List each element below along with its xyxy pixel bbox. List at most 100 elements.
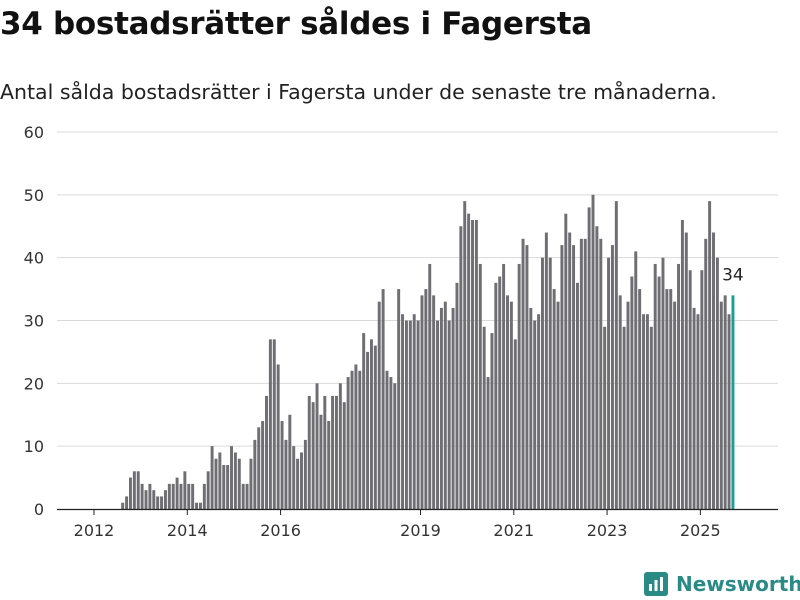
bar (572, 245, 576, 509)
bar (179, 483, 183, 509)
bar (645, 314, 649, 509)
bar (226, 465, 230, 509)
bar (575, 282, 579, 509)
newsworthy-logo-icon (644, 572, 668, 596)
bar (537, 314, 541, 509)
bar (447, 320, 451, 509)
bar (389, 377, 393, 509)
bar (420, 295, 424, 509)
bar (544, 232, 548, 509)
bar (401, 314, 405, 509)
bar (583, 238, 587, 509)
bar (513, 339, 517, 509)
bar (665, 289, 669, 509)
bar (362, 333, 366, 509)
bar (404, 320, 408, 509)
bar (696, 314, 700, 509)
bar (300, 452, 303, 509)
bar (358, 370, 362, 509)
y-tick-label: 30 (24, 312, 44, 331)
bar (128, 477, 132, 509)
bar (191, 483, 195, 509)
y-tick-label: 0 (34, 500, 44, 519)
data-labels: 34 (722, 265, 744, 285)
bar (350, 370, 354, 509)
bar (684, 232, 688, 509)
bar (241, 483, 245, 509)
bar (245, 483, 249, 509)
bar (393, 383, 397, 509)
bar (622, 326, 626, 509)
bar (610, 245, 614, 509)
bars (121, 194, 735, 509)
bar (249, 458, 253, 509)
bar (498, 276, 502, 509)
bar (311, 402, 315, 509)
bar (451, 307, 455, 509)
bar (486, 377, 490, 509)
bar (268, 339, 272, 509)
bar (494, 282, 498, 509)
bar (428, 263, 432, 509)
bar (517, 263, 521, 509)
bar (156, 496, 160, 509)
bar (292, 446, 296, 509)
brand-name: Newsworthy (676, 572, 800, 596)
bar (579, 238, 583, 509)
bar (443, 301, 447, 509)
bar (187, 483, 191, 509)
y-tick-label: 10 (24, 437, 44, 456)
bar (638, 289, 642, 509)
x-tick-label: 2023 (587, 521, 628, 540)
bar (125, 496, 129, 509)
bar (132, 471, 136, 509)
bar (408, 320, 412, 509)
bar (591, 194, 595, 509)
bar (377, 301, 381, 509)
bar (206, 471, 210, 509)
bar (257, 427, 261, 509)
bar (144, 490, 148, 509)
bar (723, 295, 727, 509)
bar (140, 483, 144, 509)
bar (315, 383, 319, 509)
bar (471, 219, 474, 509)
x-tick-label: 2021 (493, 521, 534, 540)
bar (253, 439, 257, 509)
bar (152, 490, 156, 509)
y-tick-label: 50 (24, 186, 44, 205)
bar (618, 295, 622, 509)
bar (319, 414, 323, 509)
bar (599, 238, 603, 509)
bar (719, 301, 723, 509)
bar (412, 314, 416, 509)
last-value-label: 34 (722, 265, 744, 285)
bar (183, 471, 187, 509)
bar (630, 276, 634, 509)
bar (369, 339, 373, 509)
bar (198, 502, 202, 509)
bar (284, 439, 288, 509)
bar (366, 351, 370, 509)
bar (424, 289, 428, 509)
bar (614, 201, 618, 509)
x-tick-label: 2016 (260, 521, 301, 540)
bar (136, 471, 140, 509)
bar (478, 263, 482, 509)
bar (708, 201, 712, 509)
bar (327, 421, 331, 509)
bar (163, 490, 167, 509)
bar (680, 219, 684, 509)
bar (331, 395, 335, 509)
bar (175, 477, 179, 509)
y-axis-tick-labels: 0 10 20 30 40 50 60 (24, 123, 44, 519)
bar (373, 345, 377, 509)
bar (272, 339, 276, 509)
bar (346, 377, 350, 509)
bar (712, 232, 715, 509)
bar-highlighted (731, 295, 735, 509)
bar (677, 263, 680, 509)
bar (568, 232, 572, 509)
bar (385, 370, 389, 509)
